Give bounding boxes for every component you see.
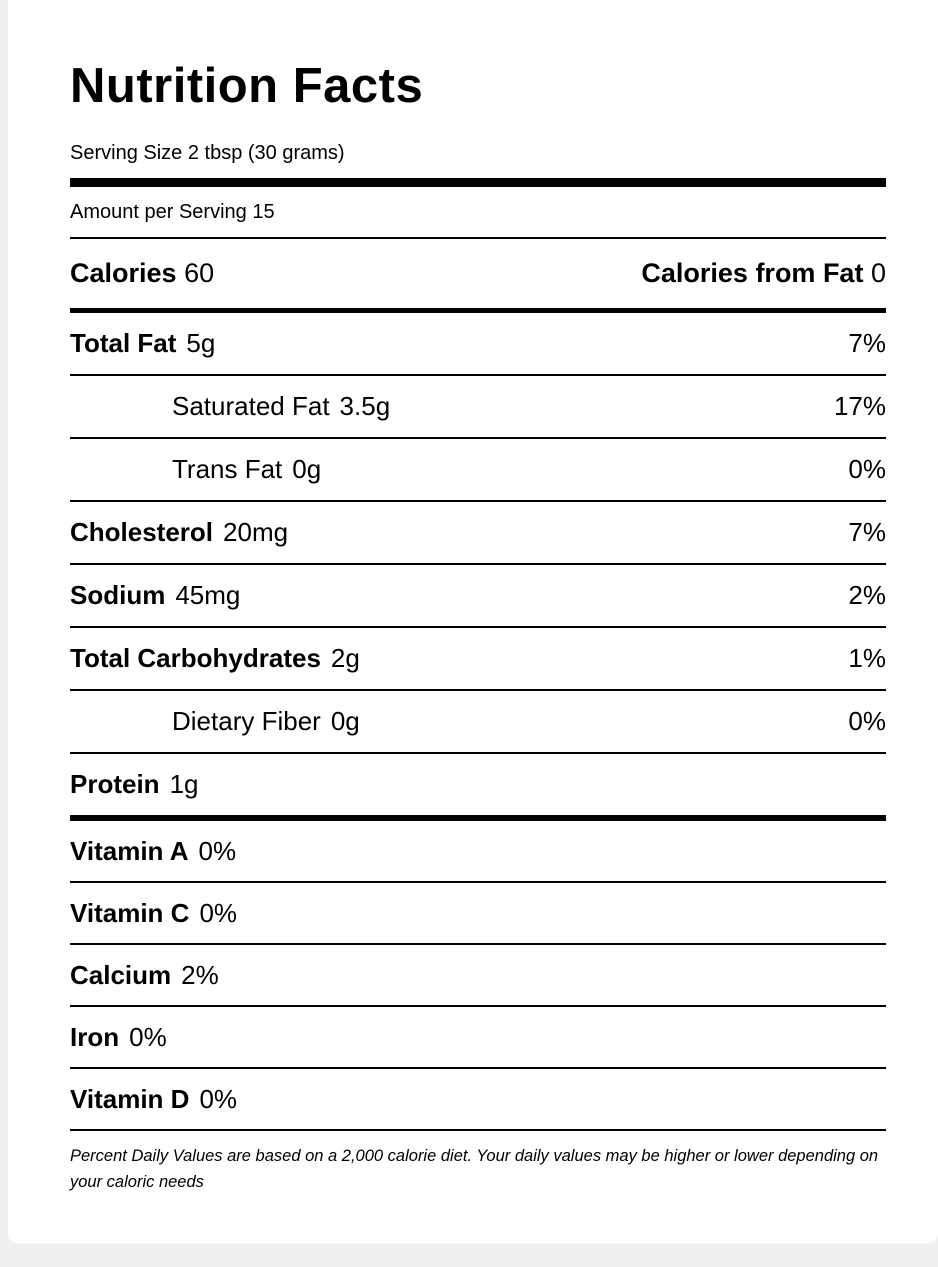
serving-size-text: Serving Size 2 tbsp (30 grams): [70, 142, 345, 165]
vitamin-value: 0%: [198, 836, 237, 867]
nutrient-daily-value: 17%: [833, 391, 886, 422]
calories-value: Calories 60: [70, 258, 214, 289]
label-title: Nutrition Facts: [70, 59, 424, 113]
nutrient-amount: 45mg: [175, 580, 241, 611]
calories-number: 60: [184, 258, 215, 289]
daily-values-footnote: Percent Daily Values are based on a 2,00…: [70, 1147, 879, 1191]
nutrient-row-dietary-fiber: Dietary Fiber 0g 0%: [70, 691, 886, 755]
calories-label: Calories: [70, 258, 177, 289]
vitamin-value: 0%: [129, 1022, 167, 1053]
vitamin-name: Iron: [70, 1022, 120, 1053]
vitamin-row-calcium: Calcium 2%: [70, 945, 886, 1008]
nutrient-amount: 0g: [292, 454, 322, 485]
label-content: Nutrition Facts Serving Size 2 tbsp (30 …: [8, 0, 938, 1195]
nutrient-name: Total Carbohydrates: [70, 643, 321, 674]
nutrient-amount: 20mg: [223, 517, 289, 548]
nutrient-daily-value: 7%: [848, 517, 886, 548]
nutrient-name: Saturated Fat: [172, 391, 330, 422]
vitamin-row-iron: Iron 0%: [70, 1007, 886, 1070]
nutrient-amount: 3.5g: [339, 391, 391, 422]
nutrient-name: Protein: [70, 769, 160, 800]
vitamin-value: 0%: [199, 898, 238, 929]
nutrient-amount: 2g: [330, 643, 360, 674]
nutrient-amount: 1g: [169, 769, 199, 800]
calories-from-fat-label: Calories from Fat: [641, 258, 864, 289]
nutrient-daily-value: 1%: [848, 643, 886, 674]
nutrient-name: Trans Fat: [172, 454, 283, 485]
thick-divider-protein: [70, 815, 886, 822]
nutrient-row-cholesterol: Cholesterol 20mg 7%: [70, 502, 886, 566]
vitamin-name: Vitamin A: [70, 836, 189, 867]
calories-row: Calories 60 Calories from Fat 0: [70, 239, 886, 308]
nutrient-row-total-fat: Total Fat 5g 7%: [70, 313, 886, 377]
nutrient-row-saturated-fat: Saturated Fat 3.5g 17%: [70, 376, 886, 440]
nutrient-row-protein: Protein 1g: [70, 754, 886, 815]
nutrient-daily-value: 0%: [848, 454, 886, 485]
nutrient-row-sodium: Sodium 45mg 2%: [70, 565, 886, 629]
calories-from-fat-number: 0: [870, 258, 886, 289]
nutrient-amount: 5g: [186, 328, 216, 359]
vitamin-row-vitamin-c: Vitamin C 0%: [70, 883, 886, 946]
medium-divider-calories: [70, 308, 886, 314]
nutrient-row-total-carbohydrates: Total Carbohydrates 2g 1%: [70, 628, 886, 692]
nutrient-daily-value: 2%: [848, 580, 886, 611]
vitamin-name: Vitamin D: [70, 1084, 190, 1115]
nutrient-amount: 0g: [330, 706, 360, 737]
nutrient-name: Cholesterol: [70, 517, 214, 548]
nutrient-name: Total Fat: [70, 328, 177, 359]
nutrient-row-trans-fat: Trans Fat 0g 0%: [70, 439, 886, 503]
amount-per-serving-text: Amount per Serving 15: [70, 187, 886, 240]
vitamin-row-vitamin-a: Vitamin A 0%: [70, 821, 886, 884]
vitamin-value: 2%: [181, 960, 219, 991]
vitamin-row-vitamin-d: Vitamin D 0%: [70, 1069, 886, 1132]
vitamin-name: Vitamin C: [70, 898, 190, 929]
vitamin-value: 0%: [199, 1084, 238, 1115]
nutrition-facts-label: Nutrition Facts Serving Size 2 tbsp (30 …: [8, 0, 938, 1243]
vitamin-name: Calcium: [70, 960, 172, 991]
nutrient-name: Sodium: [70, 580, 166, 611]
nutrient-daily-value: 0%: [848, 706, 886, 737]
nutrient-name: Dietary Fiber: [172, 706, 321, 737]
nutrient-daily-value: 7%: [848, 328, 886, 359]
thick-divider-top: [70, 178, 886, 188]
calories-from-fat-value: Calories from Fat 0: [641, 258, 886, 289]
